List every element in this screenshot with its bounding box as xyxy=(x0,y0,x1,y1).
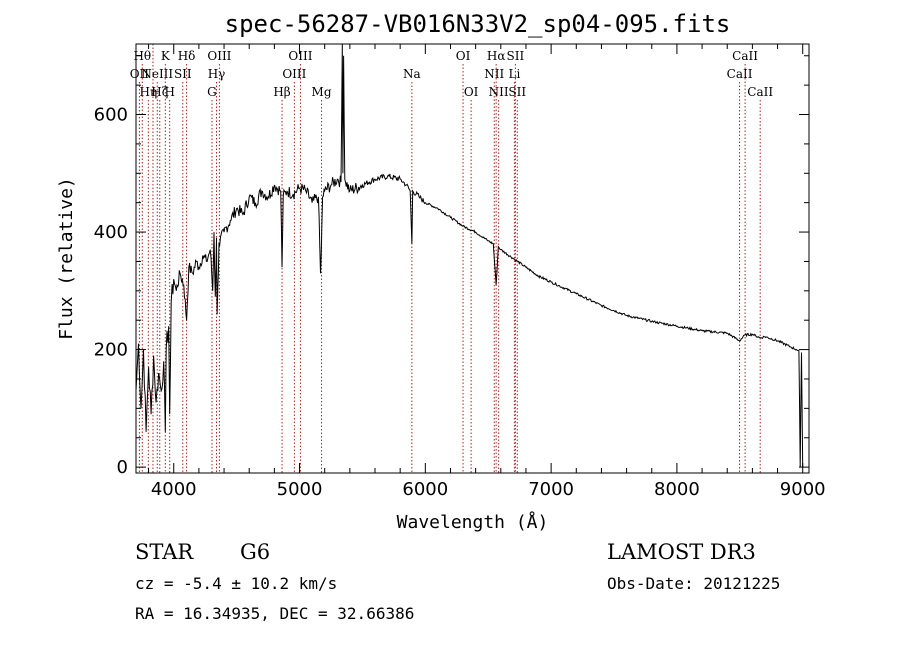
spectral-line-label: SII xyxy=(507,49,525,63)
spectral-line-label: Hδ xyxy=(178,49,196,63)
x-tick-label: 4000 xyxy=(151,479,197,500)
spectral-line-label: Hθ xyxy=(133,49,151,63)
x-tick-label: 6000 xyxy=(402,479,448,500)
x-axis-label: Wavelength (Å) xyxy=(397,511,549,533)
spectral-line-label: OI xyxy=(464,85,479,99)
chart-title: spec-56287-VB016N33V2_sp04-095.fits xyxy=(225,10,731,38)
survey-name: LAMOST DR3 xyxy=(607,540,756,564)
spectral-line-label: SII xyxy=(174,67,192,81)
spectral-line-label: SII xyxy=(508,85,526,99)
spectral-line-label: OIII xyxy=(207,49,231,63)
spectral-line-label: Hζ xyxy=(151,85,168,99)
spectral-line-label: Hγ xyxy=(208,67,226,81)
spectral-line-label: Hβ xyxy=(273,85,290,99)
plot-frame xyxy=(135,43,810,474)
spectral-line-label: K xyxy=(161,49,171,63)
y-tick-label: 0 xyxy=(117,457,128,478)
y-axis-label: Flux (relative) xyxy=(56,177,77,340)
obs-date: Obs-Date: 20121225 xyxy=(607,574,781,593)
spectral-line-label: OI xyxy=(456,49,471,63)
spectral-line-label: NII xyxy=(484,67,504,81)
y-tick-label: 600 xyxy=(94,105,128,126)
x-tick-label: 8000 xyxy=(654,479,700,500)
spectral-line-label: Li xyxy=(508,67,520,81)
y-tick-label: 400 xyxy=(94,222,128,243)
spectral-line-label: Hη xyxy=(139,85,157,99)
spectral-line-label: Mg xyxy=(312,85,332,99)
redshift-readout: cz = -5.4 ± 10.2 km/s xyxy=(135,574,338,593)
spectral-line-label: OIII xyxy=(288,49,312,63)
spectral-line-label: Na xyxy=(403,67,421,81)
x-tick-label: 9000 xyxy=(780,479,826,500)
spectral-line-label: NII xyxy=(489,85,509,99)
spectral-line-label: G xyxy=(207,85,217,99)
x-tick-label: 7000 xyxy=(528,479,574,500)
spectral-line-label: NeIII xyxy=(141,67,173,81)
spectral-line-label: CaII xyxy=(727,67,753,81)
spectral-line-label: CaII xyxy=(747,85,773,99)
y-tick-label: 200 xyxy=(94,340,128,361)
x-tick-label: 5000 xyxy=(277,479,323,500)
object-subclass: G6 xyxy=(240,540,271,564)
coordinates: RA = 16.34935, DEC = 32.66386 xyxy=(135,604,415,623)
spectral-line-label: OIII xyxy=(282,67,306,81)
object-class: STAR xyxy=(135,540,194,564)
spectral-line-label: H xyxy=(164,85,174,99)
spectrum-line xyxy=(135,43,804,468)
spectral-line-label: Hα xyxy=(487,49,506,63)
spectral-line-label: OII xyxy=(130,67,150,81)
spectral-line-label: CaII xyxy=(732,49,758,63)
